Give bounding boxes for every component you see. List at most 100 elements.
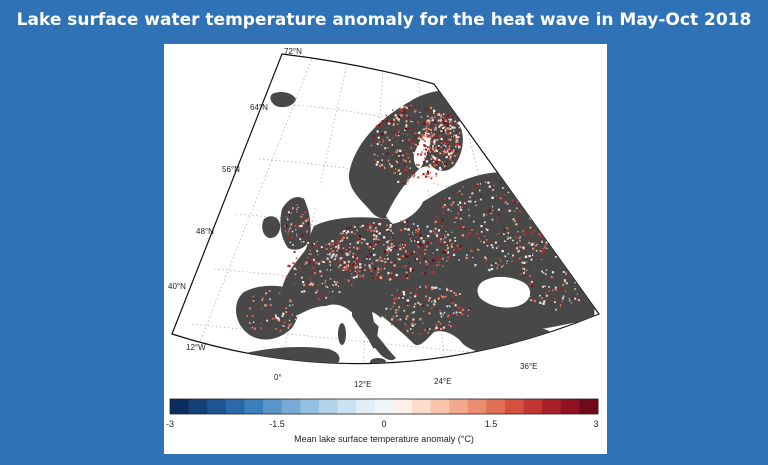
lake-point	[446, 288, 449, 291]
lake-point	[355, 262, 357, 264]
lake-point	[404, 243, 407, 247]
lake-point	[428, 175, 430, 178]
lake-point	[500, 265, 503, 268]
lon-label-12e: 12°E	[354, 380, 371, 389]
lake-point	[573, 252, 575, 254]
lake-point	[491, 209, 494, 211]
lake-point	[343, 269, 345, 271]
lake-point	[446, 150, 449, 153]
lake-point	[437, 232, 439, 235]
lake-point	[458, 247, 461, 250]
lake-point	[449, 124, 452, 127]
lat-label-72n: 72°N	[284, 47, 302, 56]
lake-point	[465, 256, 468, 260]
lake-point	[439, 124, 441, 126]
lake-point	[443, 204, 446, 207]
lake-point	[545, 210, 548, 213]
lake-point	[422, 139, 425, 141]
lake-point	[393, 118, 396, 121]
lake-point	[435, 173, 438, 176]
lake-point	[333, 258, 336, 261]
lake-point	[410, 252, 413, 255]
lake-point	[534, 214, 537, 217]
lake-point	[285, 307, 287, 309]
lake-point	[406, 106, 409, 110]
lake-point	[350, 225, 352, 228]
lake-point	[513, 220, 516, 223]
lake-point	[362, 224, 364, 227]
lake-point	[466, 254, 468, 256]
lake-point	[468, 214, 471, 217]
lake-point	[430, 158, 433, 160]
lake-point	[454, 240, 457, 242]
lake-point	[471, 229, 473, 231]
lake-point	[458, 146, 461, 149]
lake-point	[529, 275, 531, 277]
lake-point	[431, 243, 433, 245]
lake-point	[412, 231, 414, 233]
lake-point	[432, 265, 434, 267]
lake-point	[408, 176, 410, 178]
lake-point	[435, 324, 438, 327]
lake-point	[436, 256, 439, 259]
lake-point	[348, 269, 351, 272]
lake-point	[532, 247, 535, 250]
lake-point	[486, 229, 489, 231]
lake-point	[369, 266, 372, 270]
lake-point	[366, 242, 369, 245]
lake-point	[348, 246, 351, 248]
lake-point	[428, 299, 431, 302]
lake-point	[449, 156, 452, 158]
lake-point	[444, 118, 447, 121]
lake-point	[271, 317, 274, 320]
lake-point	[378, 124, 381, 126]
lake-point	[444, 122, 447, 125]
lake-point	[428, 136, 430, 138]
lake-point	[253, 321, 255, 323]
lake-point	[308, 283, 312, 286]
lake-point	[392, 297, 395, 299]
lake-point	[399, 108, 402, 111]
lake-point	[441, 218, 444, 221]
lake-point	[276, 317, 279, 320]
lake-point	[417, 143, 419, 145]
lake-point	[376, 130, 379, 133]
lake-point	[523, 261, 526, 264]
lake-point	[462, 186, 464, 188]
lake-point	[355, 273, 357, 276]
lake-point	[486, 239, 488, 241]
lake-point	[433, 121, 435, 123]
lake-point	[431, 141, 433, 143]
lake-point	[450, 121, 453, 124]
lake-point	[386, 248, 389, 251]
lake-point	[436, 139, 439, 141]
lake-point	[398, 156, 401, 159]
lake-point	[456, 139, 459, 142]
lake-point	[424, 252, 426, 255]
lake-point	[423, 122, 426, 125]
lake-point	[431, 135, 434, 137]
lake-point	[346, 254, 348, 257]
lake-point	[390, 162, 392, 164]
lake-point	[411, 142, 414, 144]
lake-point	[375, 243, 377, 245]
lake-point	[421, 175, 423, 177]
lake-point	[316, 241, 318, 243]
lake-point	[363, 238, 366, 241]
colorbar-tick-3: 3	[593, 419, 598, 429]
lake-point	[338, 242, 341, 245]
lake-point	[543, 250, 546, 253]
lake-point	[402, 132, 404, 134]
colorbar-segment	[430, 399, 450, 414]
lake-point	[539, 301, 542, 304]
lake-point	[397, 162, 400, 164]
lake-point	[422, 329, 425, 331]
lake-point	[448, 305, 451, 308]
lake-point	[432, 147, 434, 149]
lake-point	[531, 285, 534, 288]
colorbar-segment	[504, 399, 524, 414]
lake-point	[398, 297, 400, 299]
lake-point	[355, 275, 358, 278]
lake-point	[409, 238, 411, 240]
lake-point	[443, 311, 446, 314]
